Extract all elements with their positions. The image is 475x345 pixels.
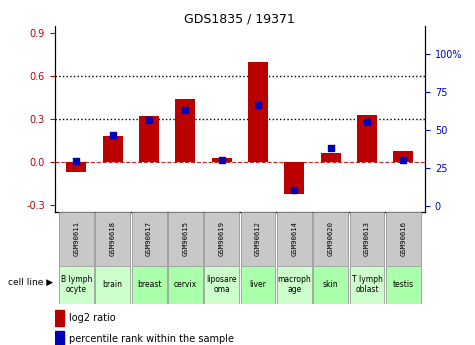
Bar	[59, 266, 94, 304]
Text: macroph
age: macroph age	[277, 275, 311, 294]
Bar	[321, 154, 341, 162]
Text: GSM90611: GSM90611	[74, 221, 79, 256]
Bar	[241, 212, 276, 266]
Bar	[313, 212, 348, 266]
Text: cervix: cervix	[174, 280, 197, 289]
Bar	[139, 116, 159, 162]
Bar	[55, 310, 64, 326]
Bar	[59, 212, 94, 266]
Bar	[350, 212, 384, 266]
Text: log2 ratio: log2 ratio	[69, 313, 115, 323]
Bar	[95, 212, 130, 266]
Point	[218, 157, 226, 163]
Text: GSM90616: GSM90616	[400, 221, 406, 256]
Bar	[393, 150, 413, 162]
Point	[109, 132, 116, 138]
Text: GSM90620: GSM90620	[328, 221, 333, 256]
Text: percentile rank within the sample: percentile rank within the sample	[69, 334, 234, 344]
Bar	[248, 62, 268, 162]
Point	[145, 117, 153, 123]
Bar	[132, 266, 167, 304]
Text: testis: testis	[393, 280, 414, 289]
Bar	[313, 266, 348, 304]
Bar	[168, 266, 203, 304]
Bar	[350, 266, 384, 304]
Bar	[168, 212, 203, 266]
Bar	[132, 212, 167, 266]
Bar	[55, 331, 64, 345]
Text: GSM90615: GSM90615	[182, 221, 189, 256]
Point	[291, 188, 298, 193]
Bar	[241, 266, 276, 304]
Point	[254, 102, 262, 108]
Point	[73, 158, 80, 164]
Text: GSM90612: GSM90612	[255, 221, 261, 256]
Point	[181, 108, 189, 113]
Text: breast: breast	[137, 280, 162, 289]
Text: GSM90618: GSM90618	[110, 221, 116, 256]
Bar	[66, 162, 86, 172]
Bar	[204, 266, 239, 304]
Bar	[386, 212, 421, 266]
Point	[399, 157, 407, 163]
Text: GSM90614: GSM90614	[291, 221, 297, 256]
Text: GSM90619: GSM90619	[218, 221, 225, 256]
Text: liposare
oma: liposare oma	[207, 275, 237, 294]
Text: T lymph
oblast: T lymph oblast	[352, 275, 382, 294]
Text: liver: liver	[249, 280, 266, 289]
Text: GSM90613: GSM90613	[364, 221, 370, 256]
Text: B lymph
ocyte: B lymph ocyte	[61, 275, 92, 294]
Bar	[357, 115, 377, 162]
Point	[363, 119, 371, 124]
Bar	[386, 266, 421, 304]
Bar	[95, 266, 130, 304]
Bar	[204, 212, 239, 266]
Point	[327, 145, 334, 151]
Bar	[175, 99, 195, 162]
Text: brain: brain	[103, 280, 123, 289]
Text: skin: skin	[323, 280, 339, 289]
Text: GSM90617: GSM90617	[146, 221, 152, 256]
Bar	[277, 266, 312, 304]
Bar	[285, 162, 304, 194]
Text: cell line ▶: cell line ▶	[9, 278, 54, 287]
Title: GDS1835 / 19371: GDS1835 / 19371	[184, 13, 295, 26]
Bar	[212, 158, 232, 162]
Bar	[103, 136, 123, 162]
Bar	[277, 212, 312, 266]
